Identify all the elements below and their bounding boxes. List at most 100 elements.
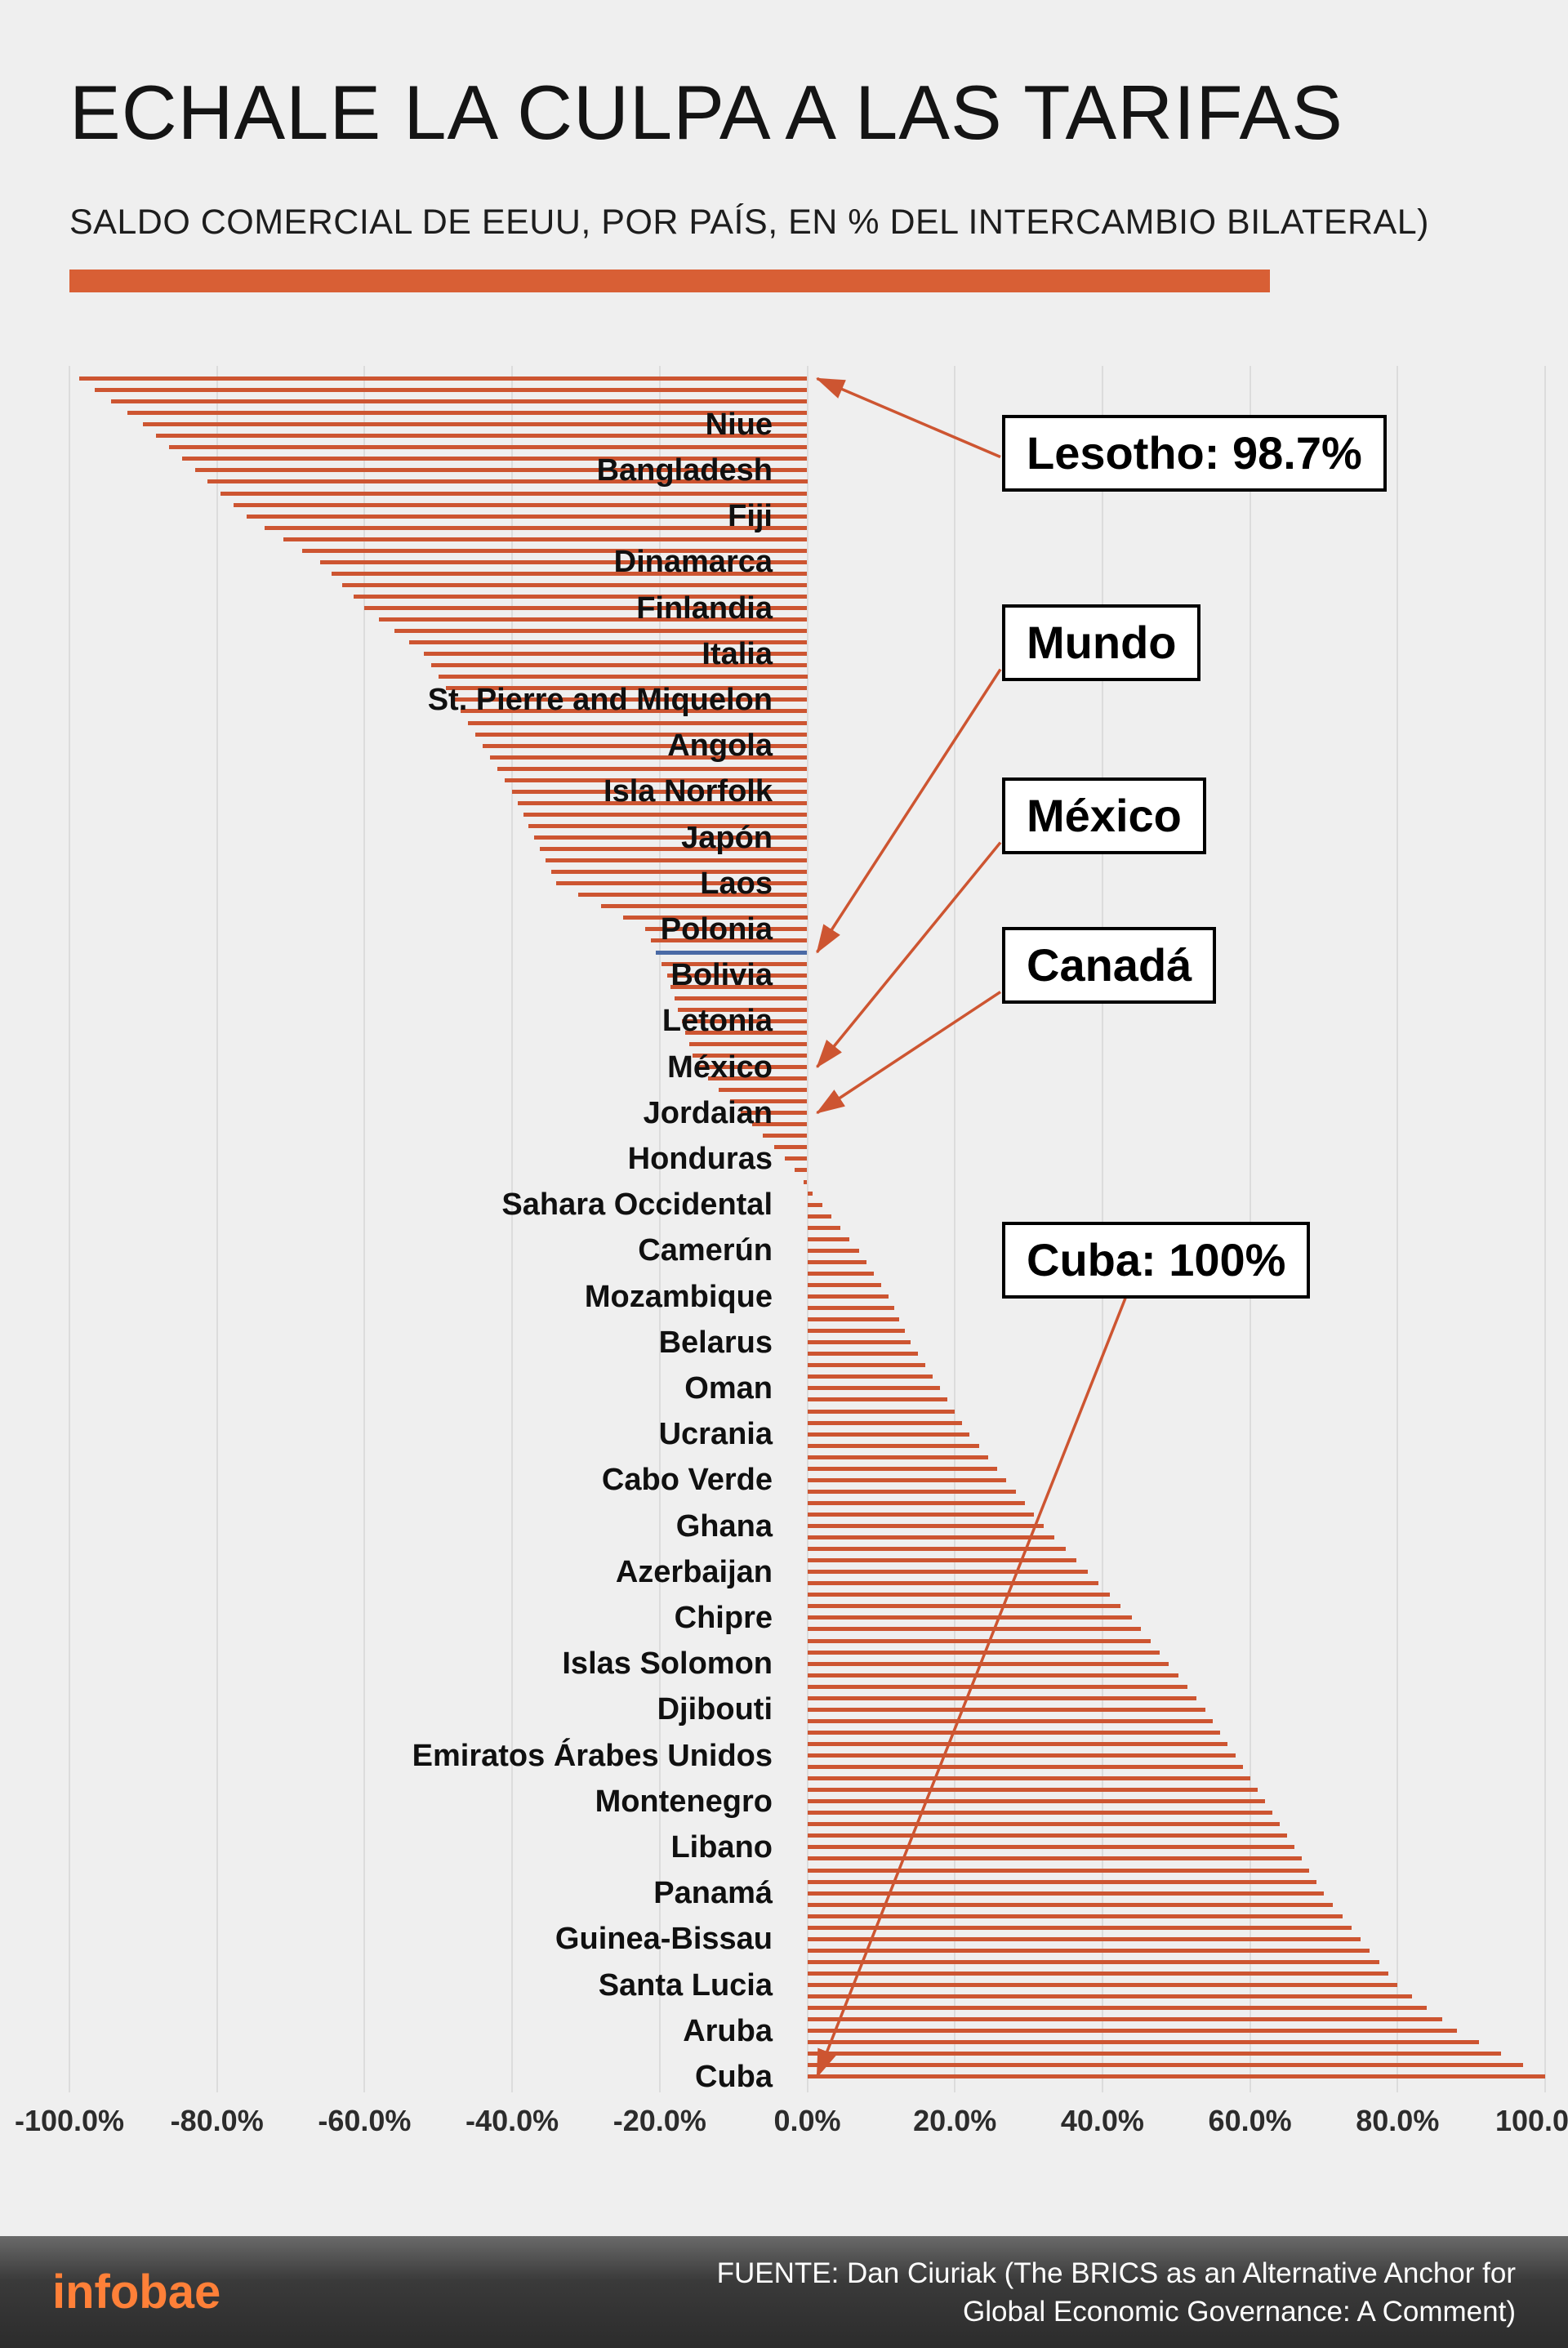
country-bar [807,2052,1501,2056]
country-bar [342,582,808,587]
country-bar [807,1936,1361,1941]
country-bar [807,2017,1442,2022]
country-bar [234,502,808,507]
country-bar [807,1593,1110,1597]
country-bar [194,468,808,473]
x-tick-label: -60.0% [318,2104,412,2137]
country-label-libano: Libano [670,1829,773,1865]
country-bar [807,1604,1121,1609]
accent-rule [69,270,1270,292]
country-bar [512,789,808,794]
country-bar [741,1111,808,1116]
country-bar [807,1615,1133,1620]
country-bar [807,1570,1088,1575]
country-label-emiratos-rabes-unidos: Emiratos Árabes Unidos [412,1738,773,1773]
country-bar [807,1420,963,1425]
gridline [511,366,514,2092]
x-tick-label: -100.0% [14,2104,125,2137]
footer-bar: infobae FUENTE: Dan Ciuriak (The BRICS a… [0,2236,1568,2348]
country-label-camer-n: Camerún [638,1233,773,1268]
country-bar [807,1236,850,1241]
callout-canada: Canadá [1002,927,1217,1004]
country-bar [807,1673,1178,1677]
country-bar [474,732,808,737]
x-tick-label: -80.0% [170,2104,264,2137]
x-tick-label: 0.0% [773,2104,841,2137]
country-label-cabo-verde: Cabo Verde [601,1463,773,1498]
country-bar [807,1959,1379,1964]
country-bar [807,1535,1055,1540]
country-bar [438,675,808,679]
country-bar [467,720,808,725]
country-bar [807,1822,1280,1827]
country-label-niue: Niue [705,407,773,442]
country-label-fiji: Fiji [728,499,773,534]
country-bar [807,1833,1287,1838]
country-bar [807,1512,1035,1517]
country-bar [807,1547,1066,1552]
callout-mexico: México [1002,777,1206,854]
country-bar [807,1765,1243,1770]
x-tick-label: 80.0% [1356,2104,1440,2137]
callout-lesotho-text: Lesotho: 98.7% [1027,427,1362,479]
country-bar [670,984,808,989]
country-bar [78,376,808,381]
country-bar [678,1007,808,1012]
country-bar [807,1581,1099,1586]
annotation-arrow-lesotho [815,376,1001,459]
country-bar [807,1638,1151,1643]
country-bar [807,1374,933,1379]
country-bar [729,1099,808,1104]
country-bar [807,1627,1142,1632]
country-bar [181,457,808,461]
country-bar [807,2063,1523,2068]
country-label-azerbaijan: Azerbaijan [615,1554,773,1589]
country-label-mozambique: Mozambique [584,1279,773,1314]
country-label-bolivia: Bolivia [670,958,773,993]
country-label-polonia: Polonia [660,911,773,947]
country-bar [807,1477,1007,1482]
country-label-laos: Laos [700,866,773,901]
country-bar [364,606,808,610]
source-line-2: Global Economic Governance: A Comment) [963,2295,1516,2328]
country-bar [807,1202,822,1207]
country-label-oman: Oman [684,1370,773,1406]
country-bar [143,422,808,427]
country-bar [517,800,808,805]
country-bar [807,1741,1228,1746]
country-bar [523,812,808,817]
country-bar [807,1914,1343,1918]
country-bar [578,893,808,898]
infobae-logo: infobae [52,2266,221,2319]
gridline [69,366,70,2092]
country-bar [807,1868,1309,1873]
country-bar [807,1983,1398,1987]
country-bar [489,755,808,760]
country-label-belarus: Belarus [658,1325,773,1360]
x-tick-label: 40.0% [1060,2104,1144,2137]
country-bar [807,1948,1370,1953]
country-bar [807,1306,894,1311]
country-bar [528,823,808,828]
country-bar [320,559,808,564]
country-label-cuba: Cuba [695,2059,773,2094]
country-label-islas-solomon: Islas Solomon [562,1646,773,1682]
annotation-arrow-mundo [816,668,1002,954]
country-bar [127,411,808,416]
country-bar [688,1041,808,1046]
country-bar [807,1879,1316,1884]
country-bar [794,1168,808,1173]
country-bar [807,1409,956,1414]
country-label-aruba: Aruba [683,2013,773,2048]
country-bar [807,1340,911,1345]
gridline [363,366,366,2092]
country-bar [534,835,808,840]
country-bar [681,1018,808,1023]
country-bar [807,1317,900,1322]
country-label-st-pierre-and-miquelon: St. Pierre and Miquelon [427,682,773,717]
country-bar [807,1455,988,1459]
x-tick-label: -40.0% [466,2104,559,2137]
country-label-panam-: Panamá [653,1876,773,1911]
country-bar [807,1891,1324,1896]
